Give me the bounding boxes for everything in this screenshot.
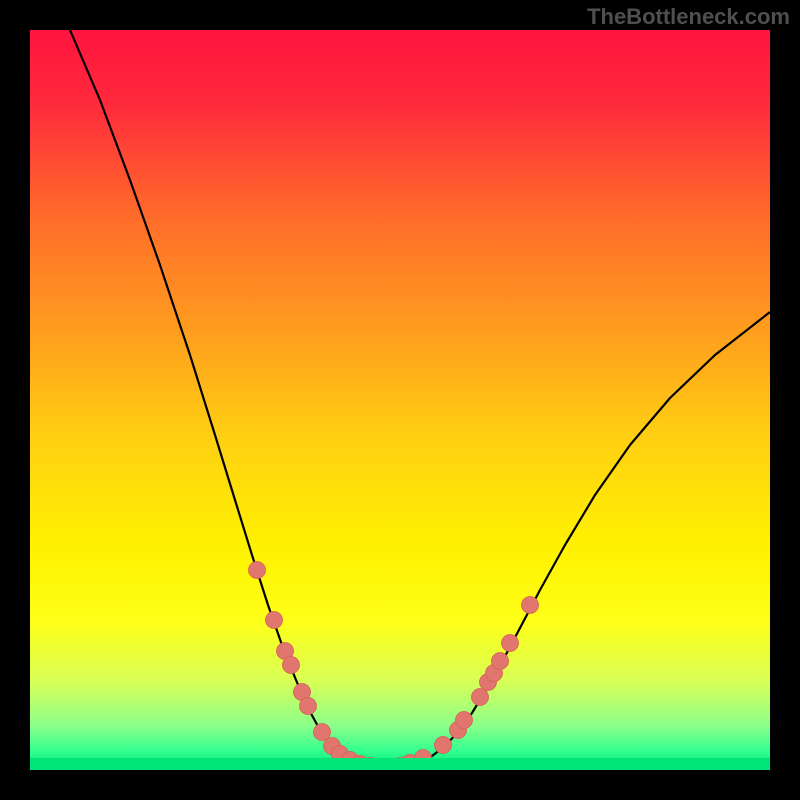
data-marker	[502, 635, 519, 652]
data-marker	[314, 724, 331, 741]
data-marker	[300, 698, 317, 715]
data-marker	[456, 712, 473, 729]
bottleneck-curve	[70, 30, 770, 768]
data-marker	[492, 653, 509, 670]
data-marker	[522, 597, 539, 614]
data-marker	[283, 657, 300, 674]
data-marker	[266, 612, 283, 629]
watermark-text: TheBottleneck.com	[587, 4, 790, 30]
data-marker	[249, 562, 266, 579]
marker-group	[249, 562, 539, 771]
chart-svg	[30, 30, 770, 770]
data-marker	[435, 737, 452, 754]
green-baseline-strip	[30, 758, 770, 770]
data-marker	[472, 689, 489, 706]
plot-area	[30, 30, 770, 770]
